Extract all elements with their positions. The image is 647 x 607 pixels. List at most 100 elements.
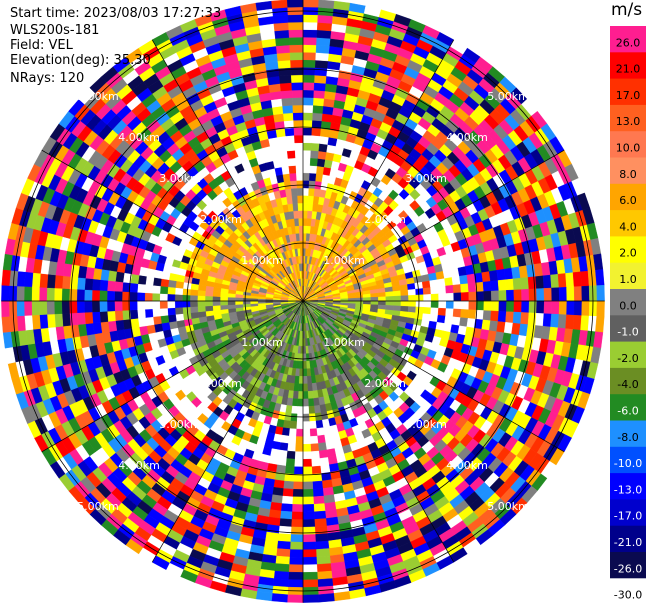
velocity-gate — [204, 290, 214, 297]
velocity-gate — [174, 307, 184, 315]
velocity-gate — [302, 451, 312, 460]
velocity-gate — [287, 579, 304, 588]
velocity-gate — [310, 142, 320, 152]
velocity-gate — [314, 59, 329, 69]
velocity-gate — [292, 496, 304, 505]
velocity-gate — [16, 300, 25, 317]
velocity-gate — [145, 316, 155, 327]
velocity-gate — [506, 300, 515, 313]
velocity-gate — [315, 44, 331, 54]
velocity-gate — [321, 113, 333, 123]
velocity-gate — [310, 450, 320, 460]
velocity-gate — [520, 277, 530, 290]
velocity-gate — [182, 306, 191, 314]
velocity-gate — [520, 312, 530, 325]
velocity-gate — [550, 273, 560, 289]
velocity-gate — [482, 310, 492, 321]
velocity-gate — [399, 284, 409, 292]
field-label: Field: VEL — [10, 38, 73, 53]
velocity-gate — [277, 143, 288, 153]
range-ring-label: 3.00km — [159, 418, 201, 431]
velocity-gate — [31, 300, 40, 316]
velocity-gate — [306, 368, 312, 377]
velocity-gate — [302, 59, 316, 68]
velocity-gate — [275, 548, 291, 558]
velocity-gate — [316, 29, 332, 39]
velocity-gate — [536, 288, 545, 302]
velocity-gate — [290, 405, 298, 415]
velocity-gate — [282, 488, 294, 498]
velocity-gate — [302, 21, 318, 31]
velocity-gate — [467, 282, 477, 293]
range-ring-label: 1.00km — [241, 336, 283, 349]
velocity-gate — [392, 285, 401, 292]
colorbar-tick-label: -30.0 — [614, 589, 642, 602]
velocity-gate — [302, 443, 312, 453]
range-ring-label: 2.00km — [200, 213, 242, 226]
velocity-gate — [69, 276, 79, 290]
velocity-gate — [289, 420, 297, 430]
velocity-gate — [311, 135, 321, 144]
velocity-gate — [297, 202, 304, 211]
velocity-gate — [295, 232, 301, 242]
velocity-gate — [453, 300, 462, 310]
velocity-gate — [151, 292, 161, 302]
velocity-gate — [136, 300, 146, 310]
velocity-gate — [167, 300, 176, 309]
velocity-gate — [309, 172, 317, 182]
velocity-gate — [275, 37, 290, 47]
instrument-label: WLS200s-181 — [10, 23, 100, 38]
velocity-gate — [302, 526, 316, 535]
velocity-gate — [302, 346, 307, 355]
velocity-gate — [302, 571, 318, 581]
velocity-gate — [296, 406, 304, 415]
velocity-gate — [314, 74, 327, 84]
velocity-gate — [302, 368, 308, 377]
velocity-gate — [286, 195, 294, 205]
velocity-gate — [291, 89, 304, 98]
velocity-gate — [292, 488, 304, 498]
velocity-gate — [452, 308, 462, 318]
velocity-gate — [91, 278, 101, 291]
velocity-gate — [316, 165, 325, 175]
velocity-gate — [159, 307, 169, 317]
velocity-gate — [309, 435, 319, 445]
velocity-gate — [152, 277, 162, 287]
velocity-gate — [452, 284, 462, 294]
velocity-gate — [313, 97, 325, 107]
velocity-gate — [292, 112, 304, 121]
velocity-gate — [581, 300, 590, 317]
velocity-gate — [302, 89, 315, 98]
velocity-gate — [76, 277, 86, 290]
velocity-gate — [557, 314, 567, 329]
velocity-gate — [317, 442, 327, 452]
velocity-gate — [312, 397, 320, 407]
velocity-gate — [422, 287, 432, 295]
velocity-gate — [512, 311, 522, 325]
velocity-gate — [290, 67, 304, 76]
velocity-gate — [189, 306, 199, 314]
velocity-gate — [99, 290, 108, 302]
velocity-gate — [467, 309, 477, 320]
velocity-gate — [249, 300, 258, 305]
velocity-gate — [290, 413, 298, 422]
velocity-gate — [302, 594, 320, 603]
velocity-gate — [316, 570, 333, 580]
velocity-gate — [302, 504, 315, 513]
velocity-gate — [294, 134, 304, 144]
velocity-gate — [312, 104, 324, 114]
velocity-gate — [281, 495, 293, 505]
velocity-gate — [393, 300, 402, 307]
velocity-gate — [315, 540, 330, 550]
velocity-gate — [61, 300, 70, 314]
velocity-gate — [437, 307, 447, 317]
velocity-gate — [39, 314, 49, 329]
velocity-gate — [280, 503, 293, 513]
velocity-gate — [378, 296, 387, 302]
range-ring-label: 3.00km — [405, 418, 447, 431]
velocity-gate — [392, 305, 402, 312]
velocity-gate — [31, 272, 41, 288]
colorbar-tick-label: -17.0 — [614, 510, 642, 523]
velocity-gate — [542, 274, 552, 289]
velocity-gate — [159, 300, 168, 309]
